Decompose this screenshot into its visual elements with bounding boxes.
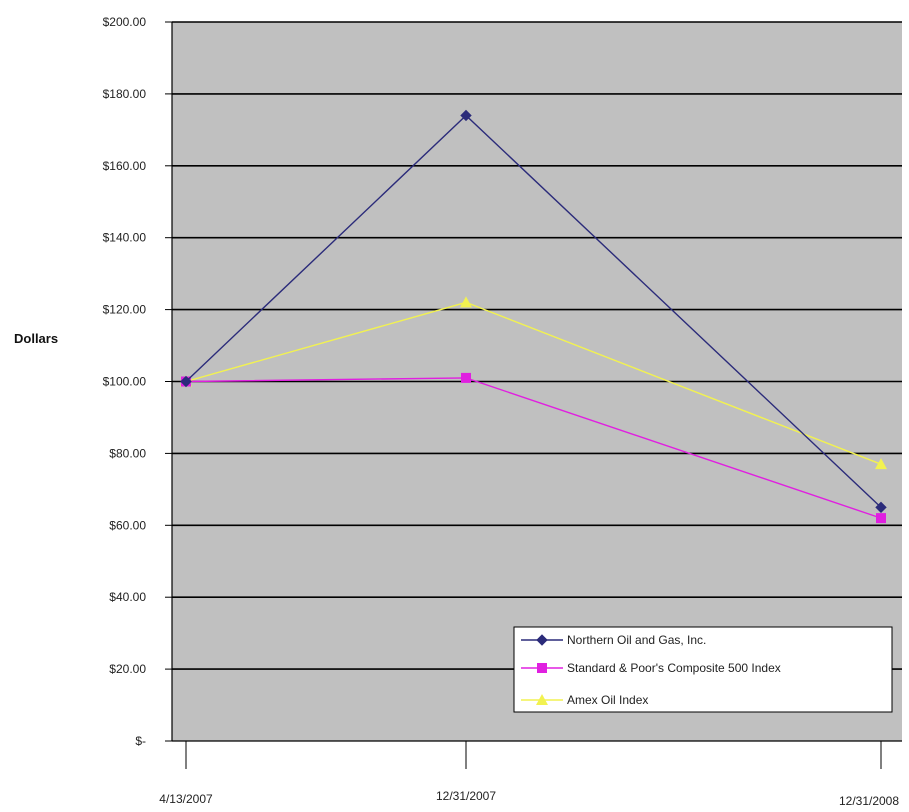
legend-box	[513, 626, 893, 713]
legend-label: Northern Oil and Gas, Inc.	[567, 633, 706, 647]
y-tick-label: $200.00	[103, 15, 147, 29]
data-point	[875, 501, 887, 514]
y-tick-label: $140.00	[103, 231, 147, 245]
data-point	[876, 513, 886, 524]
y-axis-ticks: $- $20.00 $40.00 $60.00 $80.00 $100.00 $120.00…	[103, 15, 172, 748]
y-axis-title: Dollars	[14, 331, 58, 346]
y-tick-label: $160.00	[103, 159, 147, 173]
x-tick-label: 4/13/2007	[159, 792, 213, 806]
series-0	[180, 109, 887, 514]
y-tick-label: $100.00	[103, 375, 147, 389]
data-point	[460, 296, 472, 308]
x-axis-ticks: 4/13/2007 12/31/2007 12/31/2008	[159, 741, 899, 808]
legend-label: Amex Oil Index	[567, 693, 648, 707]
legend-swatch-marker	[536, 634, 548, 646]
legend: Northern Oil and Gas, Inc. Standard & Poo…	[513, 626, 893, 713]
legend-swatch-marker	[536, 694, 548, 705]
data-point	[461, 372, 471, 383]
y-tick-label: $-	[135, 734, 146, 748]
y-tick-label: $60.00	[109, 518, 146, 532]
legend-label: Standard & Poor's Composite 500 Index	[567, 661, 781, 675]
y-tick-label: $80.00	[109, 446, 146, 460]
y-tick-label: $20.00	[109, 662, 146, 676]
series-layer	[180, 109, 887, 524]
data-point	[180, 375, 192, 388]
y-tick-label: $180.00	[103, 87, 147, 101]
data-point	[875, 458, 887, 470]
x-tick-label: 12/31/2008	[839, 794, 899, 808]
data-point	[460, 109, 472, 122]
gridlines	[172, 21, 902, 670]
x-tick-label: 12/31/2007	[436, 789, 496, 803]
y-tick-label: $40.00	[109, 590, 146, 604]
y-tick-label: $120.00	[103, 303, 147, 317]
legend-swatch-marker	[537, 663, 547, 673]
